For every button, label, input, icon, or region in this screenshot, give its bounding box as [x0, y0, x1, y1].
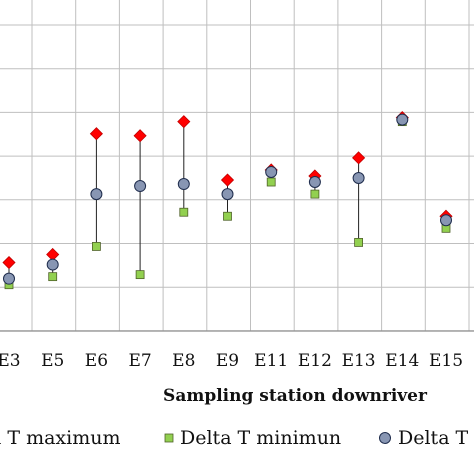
min-marker [135, 270, 145, 280]
x-tick-label: E12 [298, 351, 332, 371]
max-marker [352, 151, 366, 165]
delta-marker [177, 178, 190, 191]
plot-grid [0, 0, 474, 332]
min-marker [310, 189, 320, 199]
min-marker [48, 272, 58, 282]
delta-marker [134, 180, 147, 193]
delta-marker [440, 214, 452, 227]
legend-label: a T maximum [0, 427, 121, 449]
x-tick-label: E9 [216, 351, 239, 371]
range-lines [8, 117, 447, 285]
max-marker [2, 255, 16, 270]
min-marker [179, 207, 189, 217]
legend: a T maximum Delta T minimun Delta T [0, 427, 469, 449]
x-tick-label: E11 [254, 351, 288, 371]
min-marker [354, 238, 364, 247]
legend-marker [379, 432, 391, 444]
x-tick-label: E14 [385, 351, 419, 371]
x-tick-label: E8 [172, 351, 195, 371]
delta-marker [265, 165, 278, 178]
x-tick-labels: E3 E5 E6 E7 E8 E9 E11 E12 E13 E14 E15 [0, 351, 463, 371]
min-marker [223, 211, 232, 221]
legend-label: Delta T minimun [180, 427, 341, 449]
x-tick-label: E5 [41, 351, 64, 371]
delta-marker [396, 113, 409, 126]
delta-marker [90, 188, 103, 201]
legend-marker [164, 433, 174, 443]
delta-marker [46, 258, 59, 271]
legend-label: Delta T [398, 427, 469, 449]
x-tick-label: E7 [128, 351, 151, 371]
max-marker [220, 173, 235, 187]
delta-marker [352, 172, 365, 184]
delta-marker [221, 188, 234, 201]
min-marker [266, 177, 276, 187]
x-tick-label: E15 [429, 351, 463, 371]
max-marker [133, 129, 147, 143]
max-marker [177, 115, 191, 129]
x-tick-label: E3 [0, 351, 21, 371]
data-markers [2, 111, 453, 290]
max-marker [89, 127, 103, 141]
delta-marker [3, 272, 15, 285]
delta-marker [308, 176, 321, 189]
x-axis-title: Sampling station downriver [163, 386, 428, 406]
x-tick-label: E6 [85, 351, 108, 371]
min-marker [92, 242, 101, 251]
x-tick-label: E13 [342, 351, 376, 371]
